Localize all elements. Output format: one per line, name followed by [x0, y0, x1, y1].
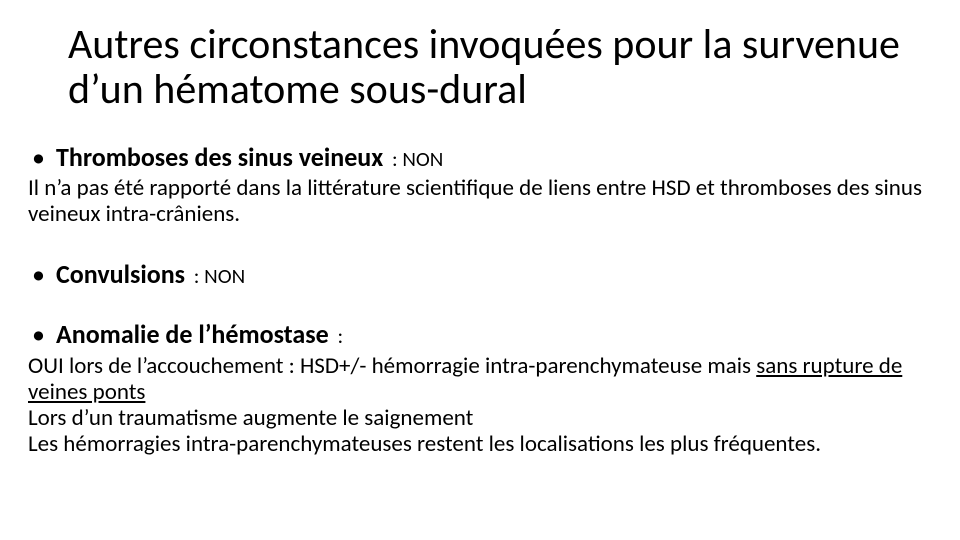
bullet-suffix: : NON — [387, 146, 443, 172]
bullet-suffix: : NON — [189, 263, 245, 289]
body-line: OUI lors de l’accouchement : HSD+/- hémo… — [28, 352, 902, 406]
bullet-body: Il n’a pas été rapporté dans la littérat… — [28, 175, 932, 227]
bullet-item: • Convulsions : NON — [28, 258, 932, 291]
bullet-line: • Anomalie de l’hémostase : — [28, 318, 932, 351]
spacer — [28, 232, 932, 258]
body-line: Lors d’un traumatisme augmente le saigne… — [28, 404, 473, 432]
bullet-dot-icon: • — [28, 141, 56, 174]
bullet-body: OUI lors de l’accouchement : HSD+/- hémo… — [28, 353, 932, 458]
spacer — [28, 294, 932, 318]
bullet-line: • Convulsions : NON — [28, 258, 932, 291]
body-line: Les hémorragies intra-parenchymateuses r… — [28, 430, 821, 458]
bullet-label: Thromboses des sinus veineux — [56, 141, 383, 173]
bullet-dot-icon: • — [28, 258, 56, 291]
bullet-line: • Thromboses des sinus veineux : NON — [28, 141, 932, 174]
bullet-item: • Thromboses des sinus veineux : NON Il … — [28, 141, 932, 228]
bullet-suffix: : — [333, 323, 343, 349]
slide-title: Autres circonstances invoquées pour la s… — [68, 22, 932, 113]
bullet-label: Convulsions — [56, 258, 185, 290]
slide: Autres circonstances invoquées pour la s… — [0, 0, 960, 540]
bullet-label: Anomalie de l’hémostase — [56, 318, 329, 350]
bullet-dot-icon: • — [28, 318, 56, 351]
bullet-item: • Anomalie de l’hémostase : OUI lors de … — [28, 318, 932, 457]
